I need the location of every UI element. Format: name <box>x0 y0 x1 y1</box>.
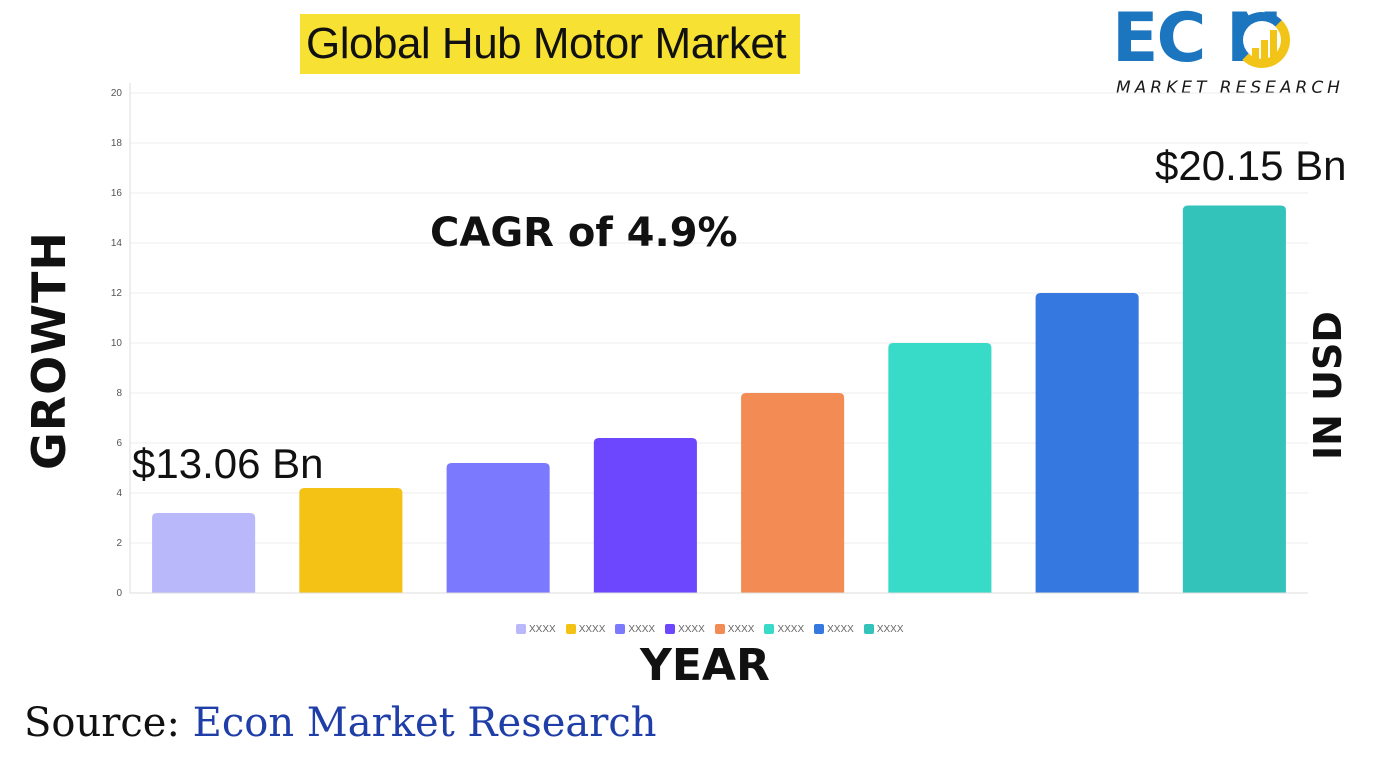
legend-swatch <box>665 624 676 634</box>
y-tick-label: 12 <box>111 288 123 299</box>
legend-label: XXXX <box>628 623 656 635</box>
legend-label: XXXX <box>777 623 805 635</box>
legend-item: XXXX <box>516 622 556 636</box>
y-tick-label: 18 <box>111 138 123 149</box>
y-tick-label: 6 <box>116 438 122 449</box>
legend-swatch <box>814 624 825 634</box>
bar <box>1035 293 1139 593</box>
legend-swatch <box>863 624 874 634</box>
legend-item: XXXX <box>764 622 804 636</box>
y-tick-label: 0 <box>116 588 122 599</box>
legend-swatch <box>615 624 626 634</box>
logo-bars-icon <box>1250 22 1284 60</box>
y-tick-label: 4 <box>116 488 122 499</box>
y-tick-label: 2 <box>116 538 122 549</box>
legend-swatch <box>565 624 576 634</box>
y-tick-label: 16 <box>111 188 123 199</box>
legend-label: XXXX <box>529 623 556 635</box>
y-tick-label: 20 <box>111 88 123 99</box>
legend-item: XXXX <box>863 622 904 636</box>
bar <box>1182 205 1286 593</box>
legend-item: XXXX <box>565 622 606 636</box>
bar <box>593 438 697 593</box>
legend-swatch <box>714 624 725 634</box>
legend-swatch <box>516 624 526 634</box>
legend-item: XXXX <box>665 622 705 636</box>
cagr-annotation: CAGR of 4.9% <box>430 210 738 256</box>
legend: XXXX XXXX XXXX XXXX XXXX XXXX XXXX XXXX <box>516 622 904 636</box>
y-tick-labels: 0 2 4 6 8 10 12 14 16 18 20 <box>111 88 123 599</box>
bar <box>741 393 845 593</box>
legend-item: XXXX <box>714 622 755 636</box>
start-value-annotation: $13.06 Bn <box>132 440 324 487</box>
right-axis-title: IN USD <box>1306 311 1350 460</box>
chart-title: Global Hub Motor Market <box>306 19 787 68</box>
legend-label: XXXX <box>678 623 705 635</box>
legend-label: XXXX <box>876 623 904 635</box>
bar <box>888 343 992 593</box>
y-axis-title: GROWTH <box>22 231 76 470</box>
bar-chart: 0 2 4 6 8 10 12 14 16 18 20 <box>111 83 1308 599</box>
econ-logo: EC N MARKET RESEARCH <box>1112 4 1372 100</box>
end-value-annotation: $20.15 Bn <box>1155 142 1347 189</box>
y-tick-label: 8 <box>116 388 122 399</box>
legend-label: XXXX <box>827 623 854 635</box>
source-value: Econ Market Research <box>192 700 657 746</box>
y-tick-label: 14 <box>111 238 123 249</box>
bar <box>299 488 403 593</box>
legend-item: XXXX <box>814 622 854 636</box>
source-line: Source: Econ Market Research <box>24 700 657 746</box>
bar <box>152 513 256 593</box>
legend-swatch <box>764 624 775 634</box>
legend-item: XXXX <box>615 622 655 636</box>
bars <box>152 205 1286 593</box>
bar <box>446 463 550 593</box>
legend-label: XXXX <box>578 623 606 635</box>
logo-ring-icon <box>1234 12 1290 68</box>
title-highlight: Global Hub Motor Market <box>300 14 801 74</box>
x-axis-title: YEAR <box>640 640 770 691</box>
source-label: Source: <box>24 700 180 746</box>
y-tick-label: 10 <box>111 338 123 349</box>
legend-label: XXXX <box>727 623 755 635</box>
